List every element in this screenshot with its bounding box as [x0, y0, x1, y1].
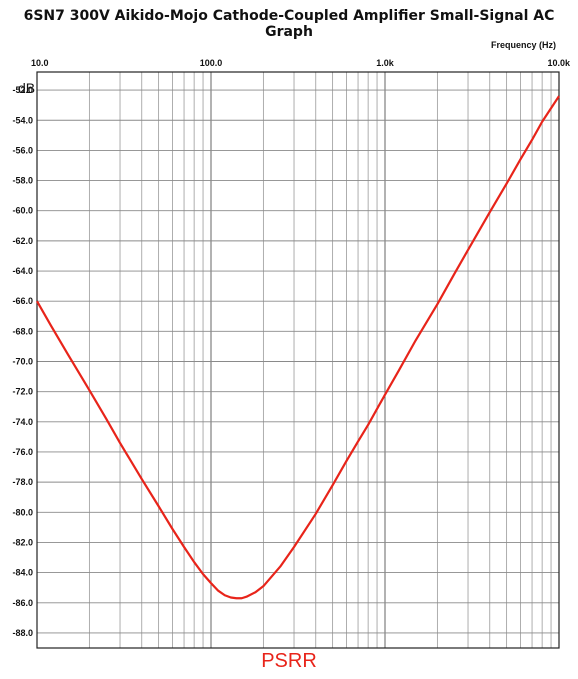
y-tick-labels: -52.0 -54.0 -56.0 -58.0 -60.0 -62.0 -64.0 -66.0… [12, 85, 33, 638]
x-axis-label: Frequency (Hz) [490, 40, 556, 50]
y-tick-label: -54.0 [12, 115, 33, 125]
x-tick-label: 100.0 [200, 58, 223, 68]
series-lines [36, 95, 560, 600]
plot-frame [36, 71, 560, 649]
y-tick-label: -86.0 [12, 598, 33, 608]
series-label-psrr: PSRR [261, 650, 317, 672]
y-tick-label: -76.0 [12, 447, 33, 457]
y-tick-label: -58.0 [12, 176, 33, 186]
y-tick-label: -70.0 [12, 357, 33, 367]
x-tick-label: 10.0 [31, 58, 49, 68]
y-tick-label: -52.0 [12, 85, 33, 95]
y-tick-label: -62.0 [12, 236, 33, 246]
y-tick-label: -68.0 [12, 326, 33, 336]
y-tick-label: -64.0 [12, 266, 33, 276]
series-line-psrr [36, 95, 560, 600]
y-tick-label: -88.0 [12, 628, 33, 638]
x-tick-labels: 10.0 100.0 1.0k 10.0k [31, 58, 571, 68]
y-tick-label: -80.0 [12, 507, 33, 517]
x-tick-label: 10.0k [547, 58, 571, 68]
y-tick-label: -84.0 [12, 568, 33, 578]
y-tick-label: -66.0 [12, 296, 33, 306]
y-tick-label: -82.0 [12, 537, 33, 547]
plot-border [36, 71, 560, 649]
y-tick-label: -56.0 [12, 145, 33, 155]
x-tick-label: 1.0k [376, 58, 395, 68]
grid-lines [36, 72, 560, 648]
y-tick-label: -74.0 [12, 417, 33, 427]
y-tick-label: -60.0 [12, 206, 33, 216]
y-tick-label: -78.0 [12, 477, 33, 487]
y-tick-label: -72.0 [12, 387, 33, 397]
y-axis-label: dB [18, 80, 35, 96]
chart-title: 6SN7 300V Aikido-Mojo Cathode-Coupled Am… [23, 8, 555, 40]
